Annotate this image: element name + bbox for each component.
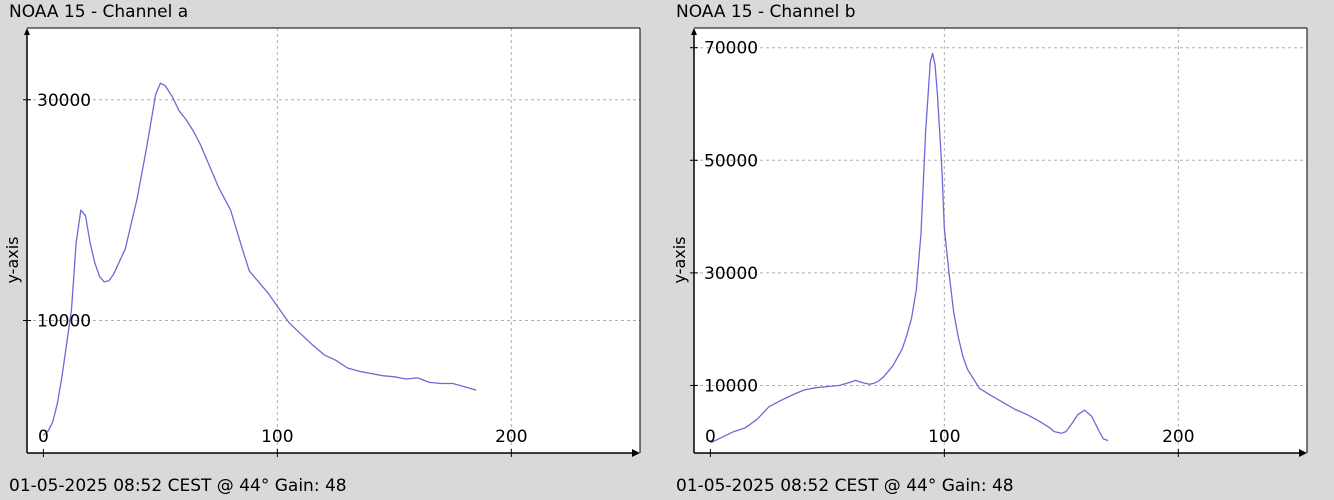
y-tick-label: 10000 [37, 312, 91, 332]
chart-panel-channel-a: NOAA 15 - Channel a y-axis 0 100 200 10000 3… [3, 2, 641, 496]
y-tick-label: 30000 [37, 91, 91, 111]
x-axis-arrow [632, 449, 640, 457]
timestamp-footer: 01-05-2025 08:52 CEST @ 44° Gain: 48 [9, 476, 347, 496]
data-series-line [42, 82, 477, 436]
y-axis-arrow [24, 28, 30, 35]
y-tick-label: 50000 [704, 151, 758, 171]
x-tick-label: 200 [1162, 427, 1194, 447]
plot-area [694, 28, 1307, 453]
x-axis-arrow [1299, 449, 1307, 457]
y-tick-label: 70000 [704, 39, 758, 59]
chart-title: NOAA 15 - Channel a [9, 2, 189, 22]
x-tick-label: 0 [38, 427, 49, 447]
chart-title: NOAA 15 - Channel b [676, 2, 856, 22]
x-tick-label: 100 [261, 427, 293, 447]
y-tick-label: 10000 [704, 376, 758, 396]
line-chart: 0 100 200 10000 30000 50000 70000 [690, 27, 1308, 457]
chart-panel-channel-b: NOAA 15 - Channel b y-axis 0 100 200 10000 3… [667, 0, 1334, 500]
data-series-line [710, 52, 1109, 444]
x-tick-label: 200 [495, 427, 527, 447]
x-tick-label: 100 [928, 427, 960, 447]
y-axis-arrow [691, 28, 697, 35]
x-tick-label: 0 [705, 427, 716, 447]
line-chart: 0 100 200 10000 30000 [23, 27, 641, 457]
y-tick-label: 30000 [704, 264, 758, 284]
plot-area [27, 28, 640, 453]
timestamp-footer: 01-05-2025 08:52 CEST @ 44° Gain: 48 [676, 476, 1014, 496]
